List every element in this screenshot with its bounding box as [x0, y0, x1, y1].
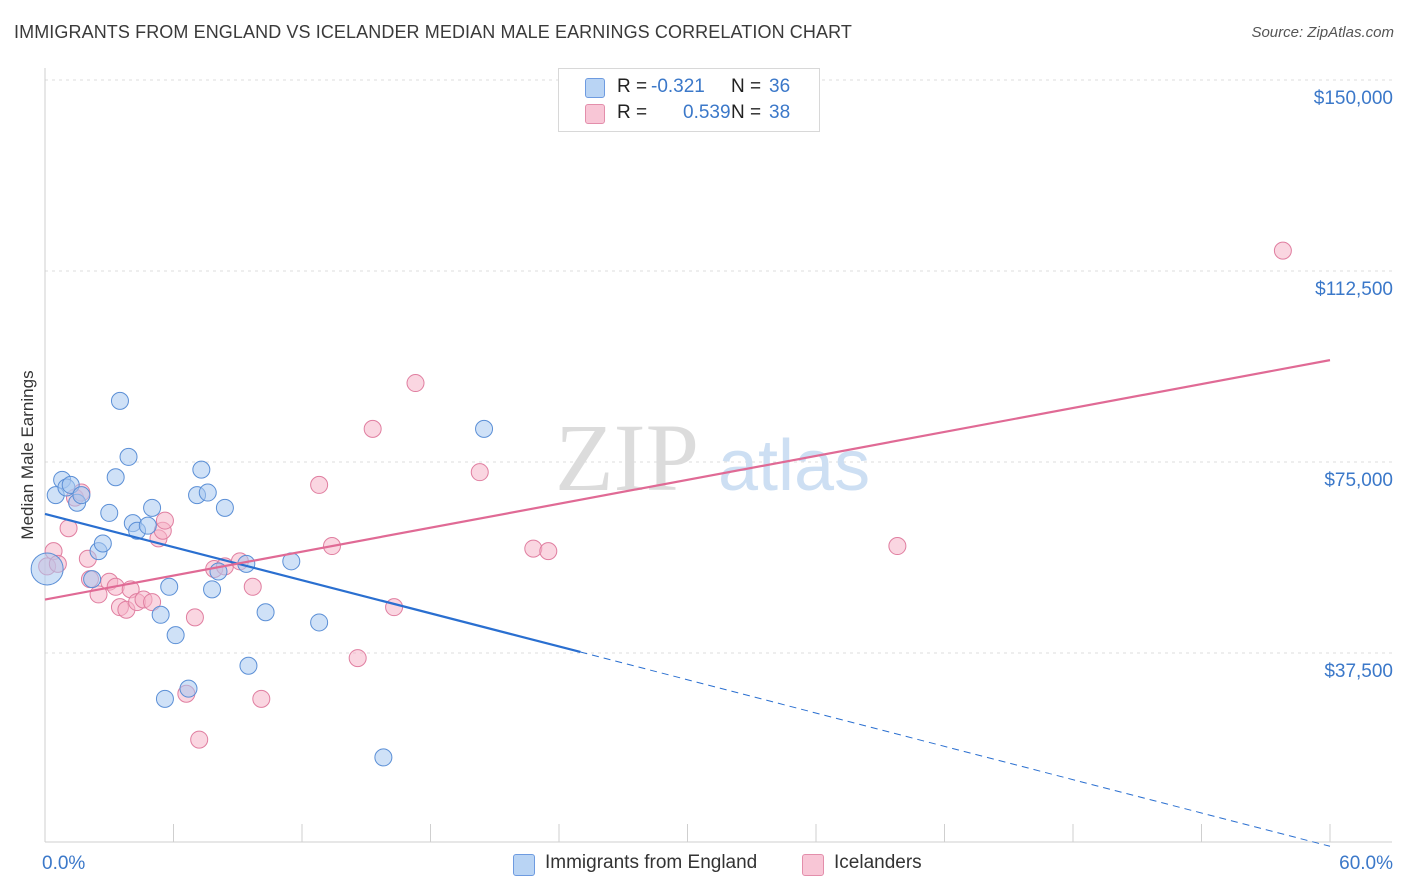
- trend-line-icelanders: [44, 359, 1331, 601]
- point-england: [239, 656, 258, 675]
- series-england-points: [30, 391, 494, 767]
- point-icelanders: [310, 475, 329, 494]
- point-england: [100, 503, 119, 522]
- legend-swatch-icelanders: [585, 104, 605, 124]
- bottom-legend-label-icelanders: Icelanders: [834, 852, 922, 873]
- point-england: [475, 419, 494, 438]
- point-england: [166, 626, 185, 645]
- point-icelanders: [252, 689, 271, 708]
- bottom-legend-swatch-icelanders: [802, 854, 824, 876]
- point-icelanders: [363, 419, 382, 438]
- point-icelanders: [155, 511, 174, 530]
- point-england: [310, 613, 329, 632]
- point-england: [83, 570, 102, 589]
- point-england: [155, 689, 174, 708]
- point-england: [215, 498, 234, 517]
- point-england: [138, 516, 157, 535]
- point-icelanders: [1273, 241, 1292, 260]
- watermark-zip: ZIP: [555, 404, 699, 511]
- y-tick-label: $150,000: [1314, 88, 1393, 109]
- point-england: [203, 580, 222, 599]
- point-icelanders: [385, 598, 404, 617]
- y-tick-label: $37,500: [1324, 661, 1393, 682]
- correlation-legend: R = -0.321 N = 36 R = 0.539 N = 38: [558, 68, 820, 132]
- watermark: ZIP atlas: [555, 404, 870, 511]
- point-icelanders: [888, 537, 907, 556]
- point-england: [179, 679, 198, 698]
- point-icelanders: [406, 374, 425, 393]
- x-tick-label-start: 0.0%: [42, 853, 85, 874]
- point-england: [119, 447, 138, 466]
- legend-n-label: N =: [731, 76, 762, 97]
- point-england: [198, 483, 217, 502]
- trend-line-england: [44, 512, 581, 654]
- trend-lines: [44, 359, 1331, 847]
- point-england: [106, 468, 125, 487]
- legend-r-value: 0.539: [683, 102, 731, 123]
- legend-r-label: R =: [617, 102, 648, 123]
- y-tick-label: $112,500: [1315, 279, 1393, 300]
- legend-r-value: -0.321: [651, 76, 705, 97]
- point-england: [30, 552, 64, 586]
- point-england: [110, 391, 129, 410]
- legend-n-value: 36: [769, 76, 791, 97]
- point-england: [72, 486, 91, 505]
- point-england: [143, 498, 162, 517]
- point-england: [93, 534, 112, 553]
- point-icelanders: [243, 577, 262, 596]
- bottom-legend-label-england: Immigrants from England: [545, 852, 758, 873]
- point-icelanders: [524, 539, 543, 558]
- point-icelanders: [185, 608, 204, 627]
- legend-swatch-england: [585, 78, 605, 98]
- legend-n-value: 38: [769, 102, 791, 123]
- trend-line-england-extrapolated: [580, 651, 1331, 847]
- tick-labels: $37,500 $75,000 $112,500 $150,000 0.0% 60.0%: [42, 88, 1393, 874]
- point-england: [192, 460, 211, 479]
- y-axis-label: Median Male Earnings: [18, 370, 37, 539]
- point-icelanders: [470, 463, 489, 482]
- x-tick-label-end: 60.0%: [1339, 853, 1393, 874]
- bottom-legend-swatch-england: [513, 854, 535, 876]
- point-england: [256, 603, 275, 622]
- point-icelanders: [348, 649, 367, 668]
- point-icelanders: [143, 593, 162, 612]
- grid-lines: [45, 79, 1392, 654]
- point-england: [151, 605, 170, 624]
- point-england: [160, 577, 179, 596]
- axes: [44, 68, 1392, 843]
- legend-n-label: N =: [731, 102, 762, 123]
- chart-title: IMMIGRANTS FROM ENGLAND VS ICELANDER MED…: [14, 22, 852, 42]
- legend-r-label: R =: [617, 76, 648, 97]
- point-england: [374, 748, 393, 767]
- watermark-atlas: atlas: [718, 426, 870, 506]
- y-tick-label: $75,000: [1324, 470, 1393, 491]
- point-icelanders: [190, 730, 209, 749]
- source-label: Source: ZipAtlas.com: [1251, 24, 1394, 41]
- point-icelanders: [539, 542, 558, 561]
